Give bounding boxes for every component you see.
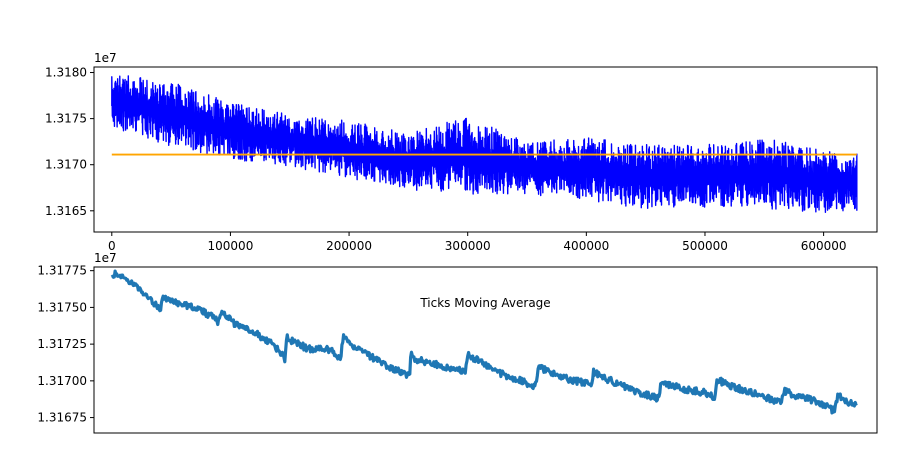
y-tick-label: 1.31700 xyxy=(37,374,87,388)
top-panel: 1.3165 1.3170 1.3175 1.3180 0 100000 200000 300… xyxy=(45,51,878,253)
y-tick-label: 1.3165 xyxy=(45,204,87,218)
y-tick-label: 1.3180 xyxy=(45,66,87,80)
chart-title: Ticks Moving Average xyxy=(419,296,550,310)
y-tick-label: 1.3175 xyxy=(45,112,87,126)
x-tick-label: 0 xyxy=(108,239,116,253)
x-tick-label: 500000 xyxy=(682,239,728,253)
x-tick-label: 300000 xyxy=(445,239,491,253)
x-tick-label: 100000 xyxy=(208,239,254,253)
y-tick-label: 1.31775 xyxy=(37,264,87,278)
y-tick-label: 1.31750 xyxy=(37,300,87,314)
bottom-panel: 1.31675 1.31700 1.31725 1.31750 1.31775 1e7 Ti… xyxy=(37,251,878,434)
x-tick-label: 400000 xyxy=(563,239,609,253)
series-line xyxy=(111,75,858,214)
axes-frame xyxy=(93,266,878,434)
y-tick-label: 1.31725 xyxy=(37,337,87,351)
x-tick-label: 600000 xyxy=(801,239,847,253)
x-tick-label: 200000 xyxy=(326,239,372,253)
axes-frame xyxy=(93,66,878,233)
y-tick-label: 1.3170 xyxy=(45,158,87,172)
axis-offset-label: 1e7 xyxy=(94,51,117,65)
series-line xyxy=(110,269,858,415)
y-tick-label: 1.31675 xyxy=(37,411,87,425)
axis-offset-label: 1e7 xyxy=(94,251,117,265)
